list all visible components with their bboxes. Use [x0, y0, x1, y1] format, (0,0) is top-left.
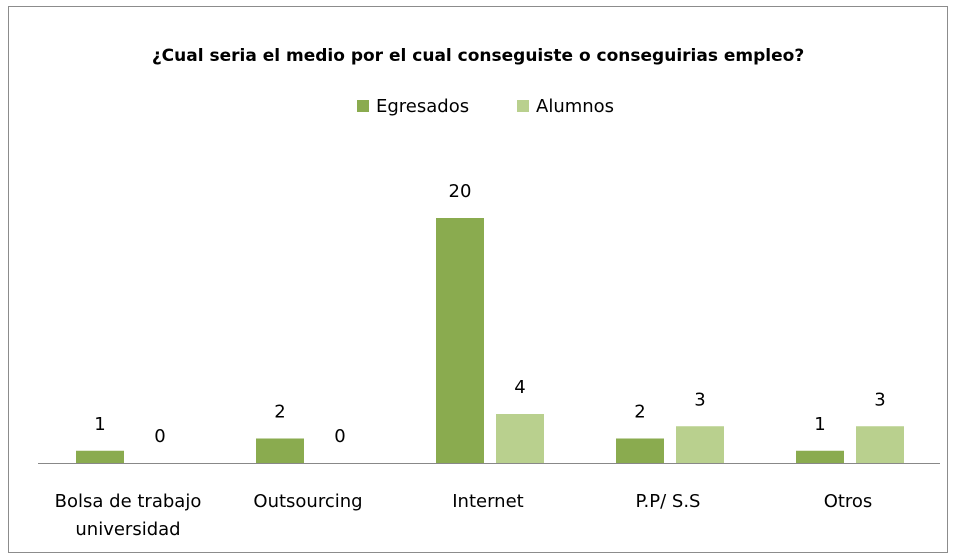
value-label: 1 [814, 414, 825, 435]
value-label: 4 [514, 377, 525, 398]
x-tick-label: P.P/ S.S [635, 491, 701, 512]
bar [256, 438, 304, 463]
value-label: 0 [334, 426, 345, 447]
bar [436, 218, 484, 463]
bar [76, 450, 124, 463]
bar [856, 426, 904, 463]
value-label: 0 [154, 426, 165, 447]
legend-label: Alumnos [536, 96, 614, 117]
value-label: 3 [694, 389, 705, 410]
value-label: 2 [634, 402, 645, 423]
x-tick-label: Internet [452, 491, 524, 512]
x-tick-label: Bolsa de trabajo universidad [54, 491, 202, 540]
bar [616, 438, 664, 463]
bar [796, 450, 844, 463]
value-label: 2 [274, 402, 285, 423]
legend-swatch [517, 100, 529, 112]
bar [496, 414, 544, 463]
value-label: 3 [874, 389, 885, 410]
legend-label: Egresados [376, 96, 469, 117]
chart-title: ¿Cual seria el medio por el cual consegu… [152, 46, 804, 66]
x-tick-label: Outsourcing [253, 491, 363, 512]
legend-swatch [357, 100, 369, 112]
x-tick-label: Otros [823, 491, 873, 512]
value-label: 20 [449, 181, 472, 202]
value-label: 1 [94, 414, 105, 435]
bar [676, 426, 724, 463]
